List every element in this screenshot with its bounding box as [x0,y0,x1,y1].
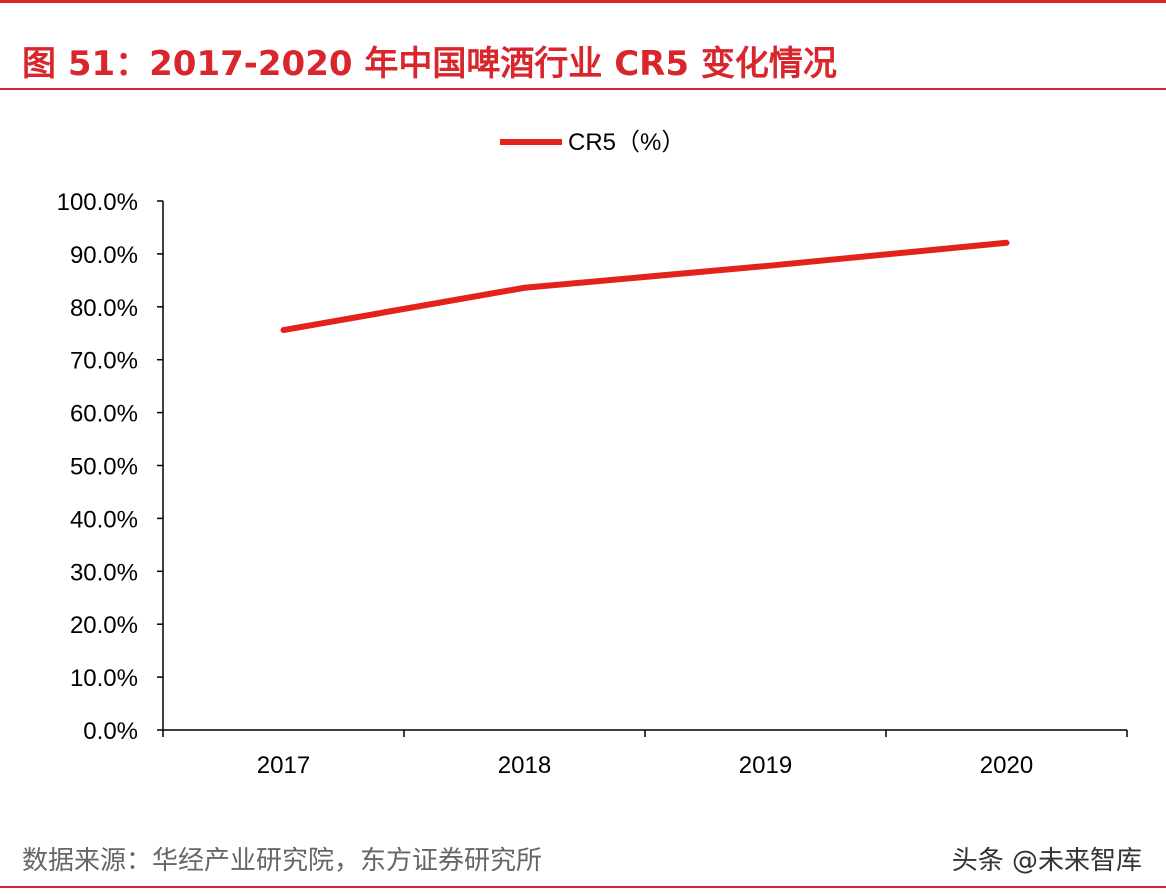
y-tick-label: 0.0% [83,718,138,745]
y-tick-label: 30.0% [70,559,138,586]
top-rule [0,0,1166,3]
chart-title: 图 51：2017-2020 年中国啤酒行业 CR5 变化情况 [22,44,837,84]
y-tick-label: 70.0% [70,348,138,375]
x-tick-label: 2017 [257,752,310,779]
series-line [280,239,1010,334]
x-tick-label: 2018 [498,752,551,779]
x-tick-label: 2020 [980,752,1033,779]
source-note: 数据来源：华经产业研究院，东方证券研究所 [22,846,543,876]
watermark: 头条 @未来智库 [951,846,1142,876]
y-tick-label: 20.0% [70,612,138,639]
y-tick-label: 60.0% [70,401,138,428]
y-tick-label: 90.0% [70,242,138,269]
title-rule [0,88,1166,90]
bottom-rule [0,886,1166,888]
x-tick-label: 2019 [739,752,792,779]
y-tick-label: 10.0% [70,665,138,692]
y-tick-label: 50.0% [70,454,138,481]
y-tick-label: 40.0% [70,506,138,533]
y-tick-label: 100.0% [57,189,138,216]
y-tick-label: 80.0% [70,295,138,322]
legend-label: CR5（%） [568,129,685,156]
